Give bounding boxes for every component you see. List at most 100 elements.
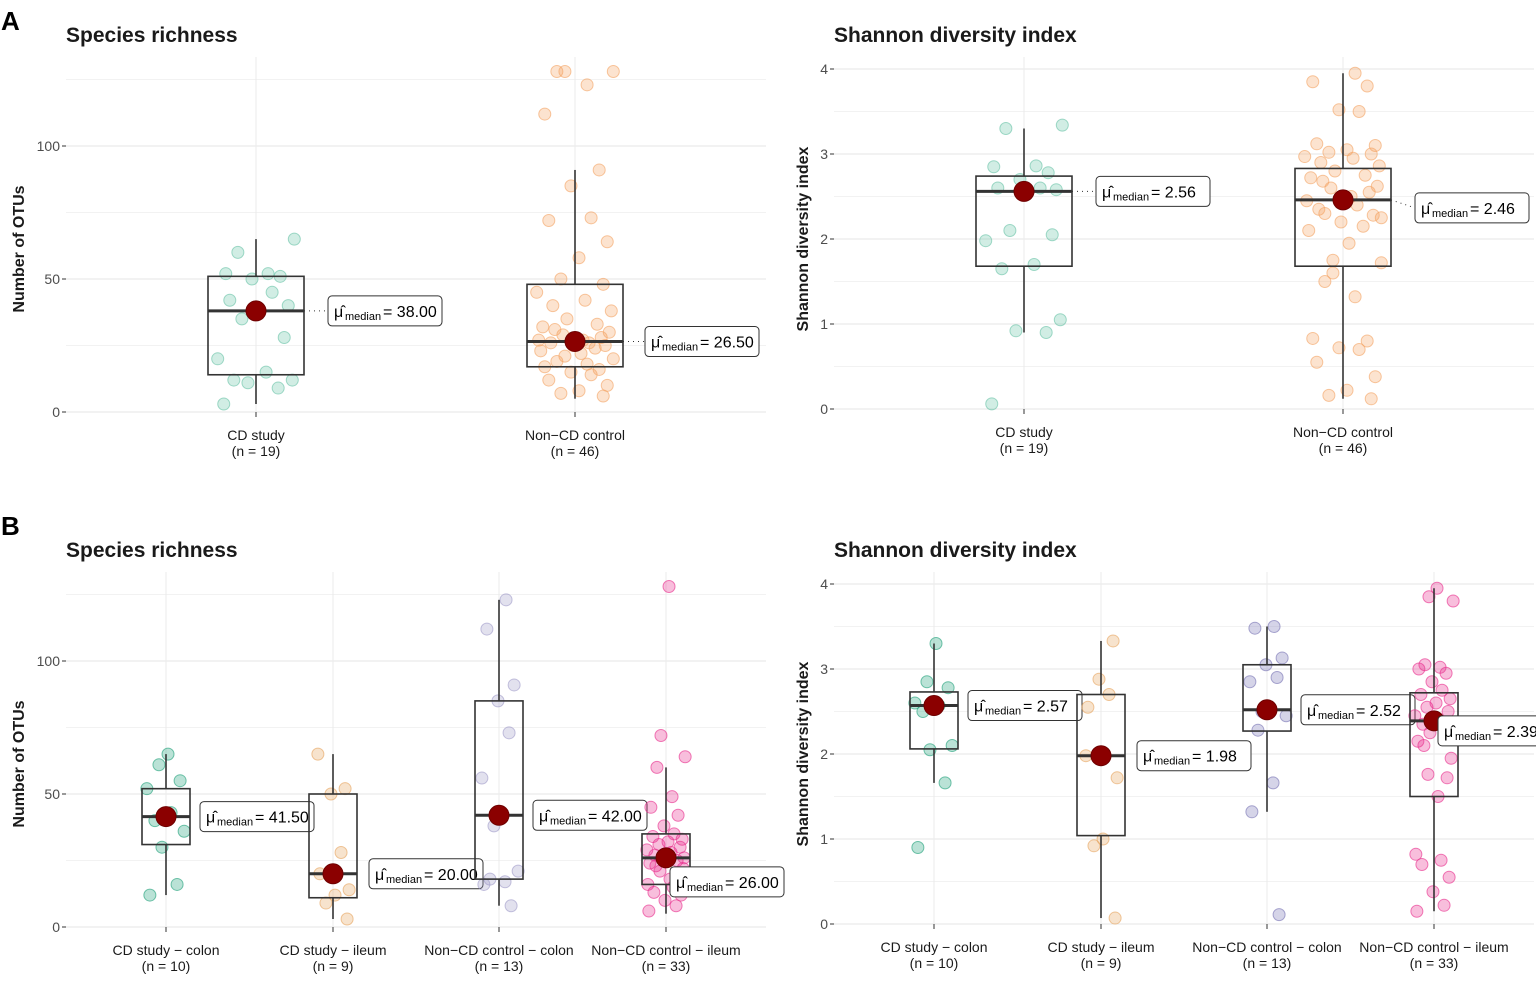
x-tick-count: (n = 46) bbox=[551, 443, 600, 459]
data-point bbox=[1110, 771, 1124, 785]
median-label-value: = 2.46 bbox=[1470, 201, 1515, 218]
data-point bbox=[1409, 847, 1423, 861]
data-point bbox=[642, 904, 656, 918]
median-label-box bbox=[1414, 192, 1530, 224]
median-point bbox=[155, 806, 177, 828]
box bbox=[909, 691, 959, 750]
data-point bbox=[1435, 683, 1449, 697]
data-point bbox=[1418, 658, 1432, 672]
data-point bbox=[1108, 911, 1122, 925]
data-point bbox=[231, 245, 245, 259]
data-point bbox=[662, 580, 676, 594]
x-tick-count: (n = 13) bbox=[475, 958, 524, 974]
median-label-subscript: median bbox=[1113, 191, 1149, 203]
median-label-subscript: median bbox=[1154, 756, 1190, 768]
panel-letter-a: A bbox=[1, 6, 20, 36]
data-point bbox=[1328, 164, 1342, 178]
data-point bbox=[1275, 651, 1289, 665]
median-point bbox=[245, 300, 267, 322]
x-tick-label: CD study − ileum bbox=[1048, 939, 1155, 955]
data-point bbox=[334, 846, 348, 860]
data-point bbox=[657, 819, 671, 833]
data-point bbox=[600, 378, 614, 392]
median-point bbox=[1013, 180, 1035, 202]
y-tick-label: 2 bbox=[820, 231, 828, 247]
median-label-subscript: median bbox=[1432, 208, 1468, 220]
data-point bbox=[1360, 79, 1374, 93]
x-tick-count: (n = 46) bbox=[1319, 440, 1368, 456]
box bbox=[207, 275, 305, 376]
data-point bbox=[1053, 313, 1067, 327]
data-point bbox=[170, 877, 184, 891]
data-point bbox=[985, 397, 999, 411]
median-label-symbol: μ̂ bbox=[539, 808, 551, 825]
data-point bbox=[1415, 858, 1429, 871]
data-point bbox=[542, 213, 556, 227]
chart-title: Species richness bbox=[66, 24, 238, 47]
x-tick-label: Non−CD control bbox=[525, 427, 625, 443]
x-tick-count: (n = 10) bbox=[142, 958, 191, 974]
data-point bbox=[177, 824, 191, 838]
data-point bbox=[658, 893, 672, 907]
data-point bbox=[1039, 326, 1053, 339]
data-point bbox=[1434, 853, 1448, 867]
data-point bbox=[604, 304, 618, 318]
data-point bbox=[548, 323, 562, 337]
data-point bbox=[480, 622, 494, 636]
data-point bbox=[1356, 219, 1370, 233]
data-point bbox=[1270, 671, 1284, 684]
x-tick-count: (n = 19) bbox=[1000, 440, 1049, 456]
median-label-symbol: μ̂ bbox=[206, 810, 218, 827]
data-point bbox=[1326, 253, 1340, 267]
data-point bbox=[511, 864, 525, 878]
chart-title: Shannon diversity index bbox=[834, 24, 1077, 47]
y-tick-label: 100 bbox=[37, 138, 61, 154]
data-point bbox=[342, 883, 356, 897]
box bbox=[526, 283, 624, 368]
data-point bbox=[1340, 383, 1354, 397]
x-tick-label: Non−CD control − ileum bbox=[591, 942, 740, 958]
x-tick-count: (n = 33) bbox=[1410, 955, 1459, 971]
x-tick-label: CD study − colon bbox=[881, 939, 988, 955]
data-point bbox=[534, 344, 548, 358]
data-point bbox=[1421, 767, 1435, 781]
data-point bbox=[560, 312, 574, 326]
x-tick-label: CD study bbox=[995, 424, 1053, 440]
data-point bbox=[1251, 723, 1265, 737]
data-point bbox=[665, 790, 679, 804]
data-point bbox=[542, 373, 556, 387]
median-label-symbol: μ̂ bbox=[1421, 201, 1433, 218]
data-point bbox=[1306, 331, 1320, 345]
median-label-symbol: μ̂ bbox=[651, 335, 663, 352]
median-label-box bbox=[199, 801, 315, 833]
data-point bbox=[1245, 805, 1259, 819]
data-point bbox=[265, 285, 279, 299]
data-point bbox=[606, 65, 620, 79]
data-point bbox=[1318, 207, 1332, 220]
chart-title: Species richness bbox=[66, 539, 238, 562]
median-label-symbol: μ̂ bbox=[375, 867, 387, 884]
data-point bbox=[1322, 145, 1336, 159]
data-point bbox=[987, 160, 1001, 174]
data-point bbox=[1332, 341, 1346, 355]
median-label-value: = 38.00 bbox=[383, 304, 437, 321]
median-label-box bbox=[532, 799, 648, 831]
data-point bbox=[1306, 75, 1320, 89]
x-tick-label: Non−CD control bbox=[1293, 424, 1393, 440]
data-point bbox=[227, 373, 241, 387]
data-point bbox=[1045, 228, 1059, 242]
median-point bbox=[655, 847, 677, 869]
data-point bbox=[654, 728, 668, 742]
data-point bbox=[538, 107, 552, 121]
median-label-subscript: median bbox=[687, 882, 723, 894]
data-point bbox=[1334, 215, 1348, 229]
median-label-box bbox=[669, 866, 785, 898]
data-point bbox=[1368, 139, 1382, 152]
y-tick-label: 0 bbox=[52, 919, 60, 935]
data-point bbox=[578, 293, 592, 307]
median-label-value: = 20.00 bbox=[424, 867, 478, 884]
box bbox=[308, 793, 358, 899]
box bbox=[1294, 167, 1392, 267]
data-point bbox=[1422, 590, 1436, 604]
data-point bbox=[1440, 771, 1454, 785]
